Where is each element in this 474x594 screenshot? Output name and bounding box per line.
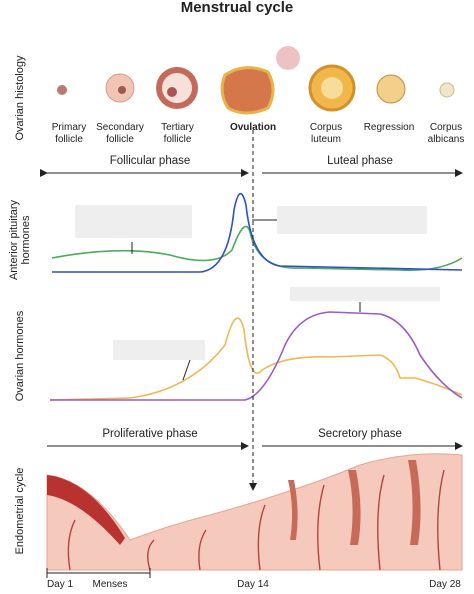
hormone-curve bbox=[51, 225, 463, 272]
phase-label: Proliferative phase bbox=[70, 428, 230, 440]
row-label: Ovarian histology bbox=[14, 55, 26, 141]
day-label: Day 14 bbox=[237, 579, 269, 590]
hormone-curve bbox=[49, 317, 463, 401]
menses bbox=[47, 475, 125, 545]
day-label: Menses bbox=[92, 579, 128, 590]
phase-label: Follicular phase bbox=[70, 155, 230, 167]
hormone-curve bbox=[50, 311, 463, 401]
row-label: Endometrial cycle bbox=[14, 467, 26, 555]
redacted bbox=[277, 206, 427, 234]
stage-label: Corpus luteum bbox=[309, 122, 343, 145]
stage-label: Tertiary follicle bbox=[161, 122, 194, 145]
phase-label: Luteal phase bbox=[280, 155, 440, 167]
hormone-curve bbox=[52, 192, 463, 273]
stage-label: Regression bbox=[363, 122, 415, 133]
redacted bbox=[113, 340, 205, 360]
stage-label: Primary follicle bbox=[51, 122, 87, 145]
stage-label: Ovulation bbox=[229, 122, 277, 133]
day-label: Day 1 bbox=[46, 579, 74, 590]
phase-label: Secretory phase bbox=[280, 428, 440, 440]
redacted bbox=[75, 205, 192, 238]
redacted bbox=[290, 287, 440, 301]
arteries bbox=[67, 469, 445, 571]
row-label: Anterior pituitary hormones bbox=[8, 199, 32, 281]
stage-label: Secondary follicle bbox=[96, 122, 144, 145]
stage-label: Corpus albicans bbox=[427, 122, 465, 145]
day-label: Day 28 bbox=[429, 579, 461, 590]
row-label: Ovarian hormones bbox=[14, 310, 26, 402]
glands bbox=[288, 460, 421, 545]
title: Menstrual cycle bbox=[180, 0, 294, 16]
follicles bbox=[57, 46, 455, 115]
endometrium bbox=[46, 453, 463, 571]
